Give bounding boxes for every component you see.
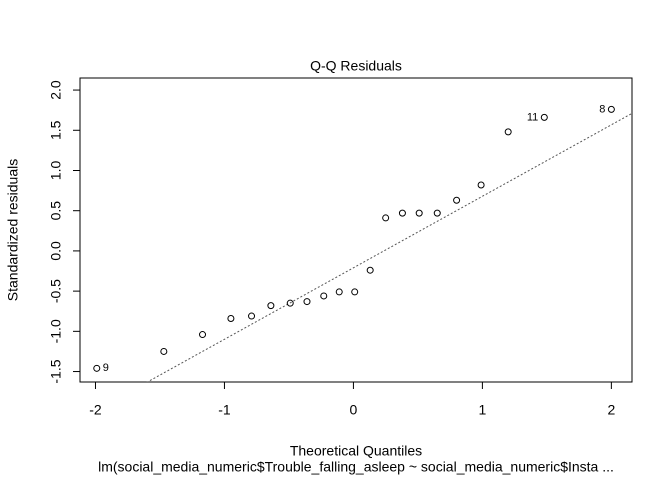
point — [248, 312, 256, 320]
point — [93, 364, 101, 372]
x-tick-label: -2 — [89, 402, 102, 418]
point-label: 11 — [527, 111, 538, 123]
point — [453, 196, 461, 204]
point — [199, 331, 207, 339]
y-tick-label: 1.0 — [48, 161, 64, 181]
y-tick-label: 0.0 — [48, 241, 64, 261]
point — [160, 347, 168, 355]
subtitle: lm(social_media_numeric$Trouble_falling_… — [98, 459, 614, 475]
chart-title: Q-Q Residuals — [310, 58, 402, 74]
y-tick-label: -1.0 — [48, 319, 64, 343]
point — [433, 209, 441, 217]
point — [477, 181, 485, 189]
point — [320, 292, 328, 300]
point — [540, 113, 548, 121]
y-tick-label: 1.5 — [48, 120, 64, 140]
y-tick-label: -1.5 — [48, 359, 64, 383]
point — [607, 105, 615, 113]
point — [286, 299, 294, 307]
point-label: 9 — [103, 362, 109, 374]
x-axis-label: Theoretical Quantiles — [290, 443, 422, 459]
y-tick-label: 2.0 — [48, 80, 64, 100]
qq-line — [146, 112, 632, 382]
point — [398, 209, 406, 217]
point — [335, 288, 343, 296]
y-tick-label: 0.5 — [48, 201, 64, 221]
point-label: 8 — [599, 103, 605, 115]
x-tick-label: -1 — [218, 402, 231, 418]
plot-frame — [79, 77, 633, 383]
y-tick-label: -0.5 — [48, 279, 64, 303]
x-tick-label: 0 — [350, 402, 358, 418]
point — [382, 214, 390, 222]
point — [351, 288, 359, 296]
x-tick-label: 2 — [607, 402, 615, 418]
y-axis-label: Standardized residuals — [5, 159, 21, 301]
x-tick-label: 1 — [478, 402, 486, 418]
point — [415, 209, 423, 217]
point — [303, 298, 311, 306]
point — [227, 314, 235, 322]
point — [366, 266, 374, 274]
point — [504, 128, 512, 136]
point — [267, 302, 275, 310]
